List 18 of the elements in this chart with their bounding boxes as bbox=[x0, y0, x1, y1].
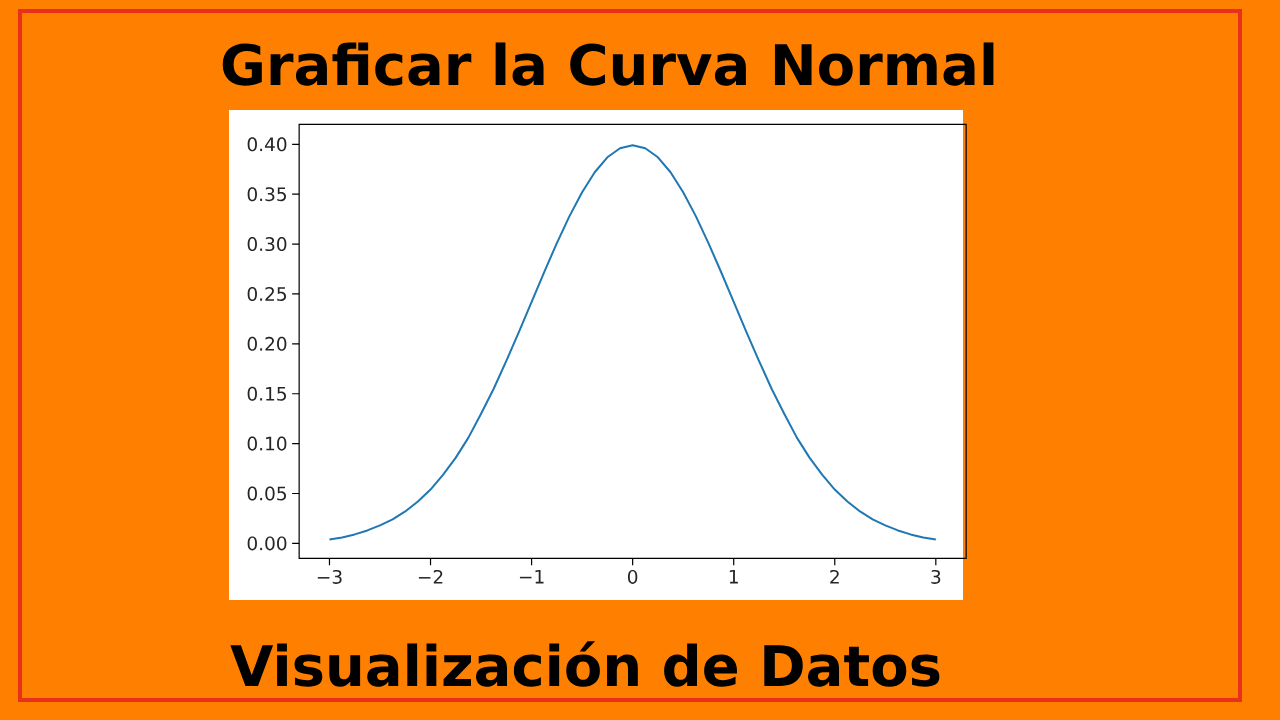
text: Visualización de Datos bbox=[230, 641, 940, 687]
x-tick-label: 2 bbox=[830, 569, 839, 584]
y-tick-label: 0.10 bbox=[247, 436, 287, 451]
y-tick-label: 0.00 bbox=[247, 536, 287, 551]
chart-title: Graficar la Curva Normal bbox=[222, 42, 994, 86]
y-tick-label: 0.30 bbox=[247, 237, 287, 252]
y-tick-label: 0.05 bbox=[247, 486, 286, 501]
y-tick-label: 0.40 bbox=[247, 137, 287, 152]
x-tick-label: −1 bbox=[519, 569, 544, 584]
x-tick-label: 3 bbox=[931, 569, 941, 584]
x-tick-label: −2 bbox=[418, 569, 443, 584]
y-tick-label: 0.25 bbox=[247, 286, 286, 301]
x-tick-label: 0 bbox=[627, 569, 638, 584]
x-tick-label: 1 bbox=[729, 569, 738, 584]
y-tick-label: 0.35 bbox=[247, 187, 286, 202]
y-tick-label: 0.20 bbox=[247, 336, 287, 351]
x-tick-label: −3 bbox=[317, 569, 342, 584]
y-tick-label: 0.15 bbox=[247, 386, 286, 401]
